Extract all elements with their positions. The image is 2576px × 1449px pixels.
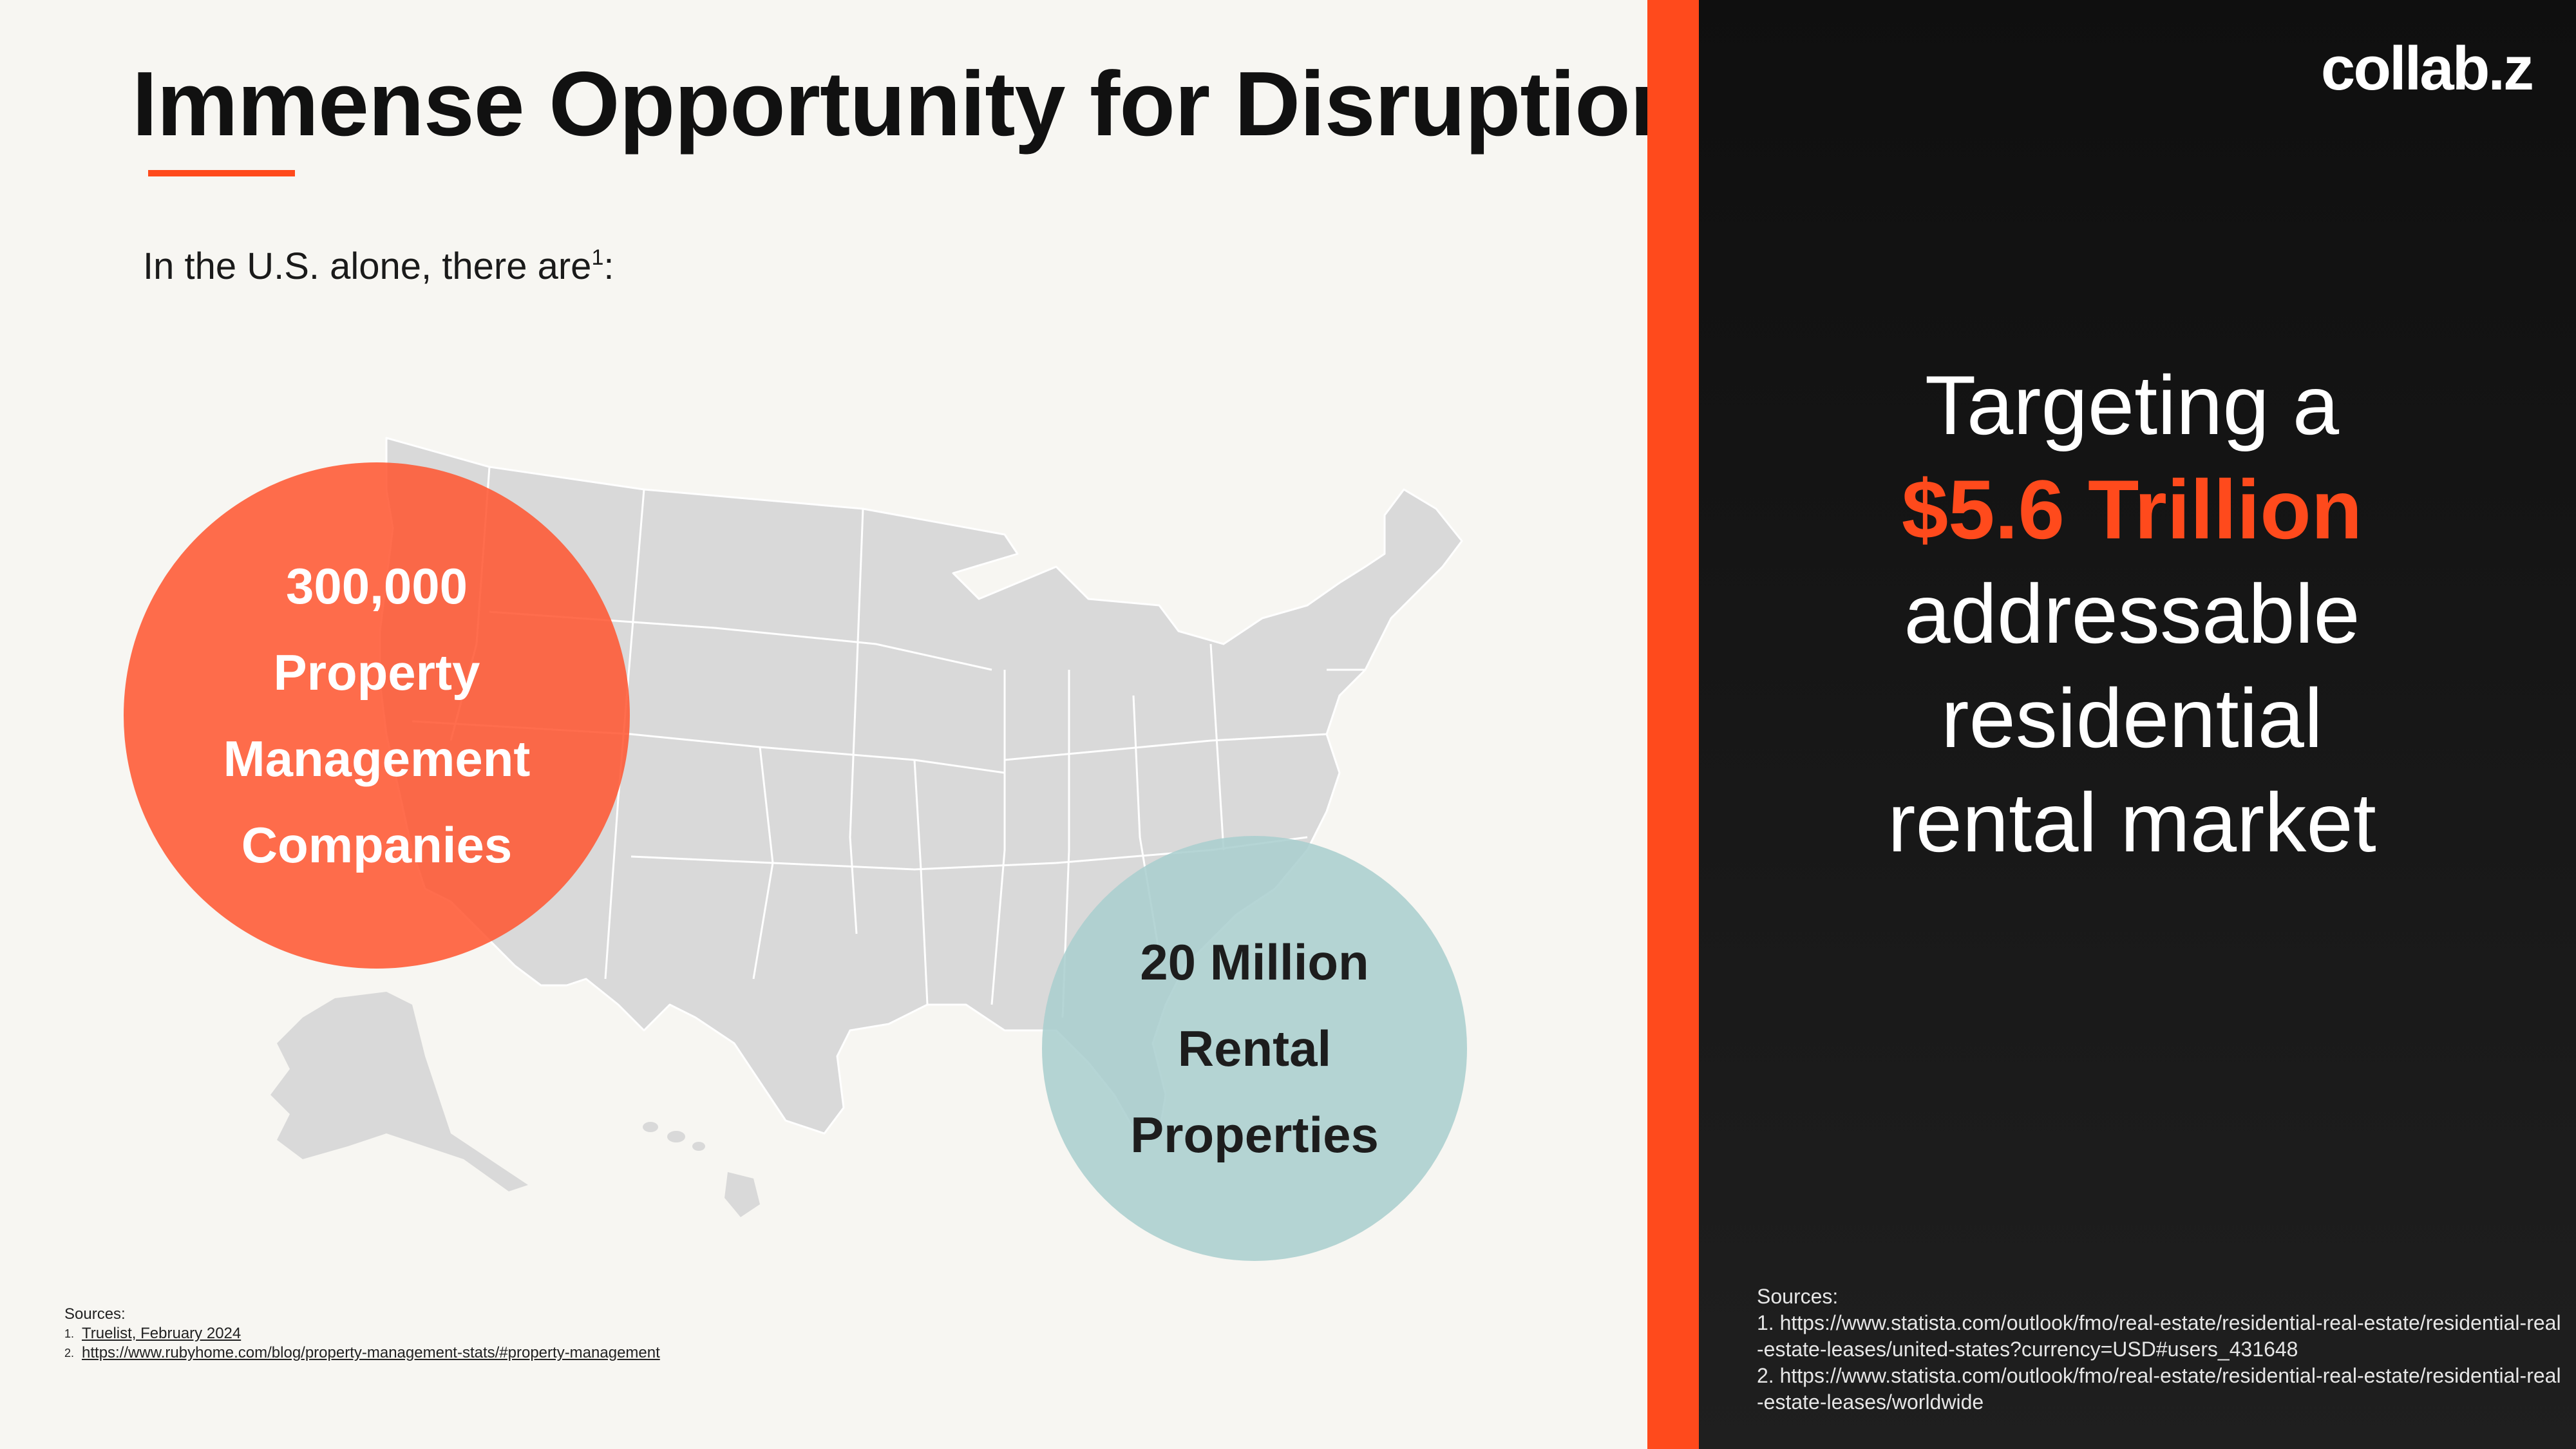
pitch-line: Targeting a <box>1924 358 2340 452</box>
page-title: Immense Opportunity for Disruption <box>132 53 1686 155</box>
pitch-line: rental market <box>1888 775 2376 869</box>
alaska-shape <box>270 992 528 1191</box>
sources-heading: Sources: <box>64 1305 126 1323</box>
intro-text: In the U.S. alone, there are1: <box>143 245 614 288</box>
sources-left: Sources: 1. Truelist, February 2024 2. h… <box>64 1305 660 1363</box>
market-pitch: Targeting a $5.6 Trillion addressable re… <box>1699 353 2565 875</box>
hawaii-shape <box>643 1122 760 1217</box>
stat-label-line: Management <box>223 730 531 787</box>
stat-number: 300,000 <box>286 558 468 614</box>
source-link[interactable]: https://www.rubyhome.com/blog/property-m… <box>82 1344 660 1361</box>
source-link[interactable]: Truelist, February 2024 <box>82 1325 242 1342</box>
property-management-stat-circle: 300,000 Property Management Companies <box>124 462 630 969</box>
stat-label-line: Properties <box>1130 1106 1379 1163</box>
source-number: 2. <box>64 1347 75 1359</box>
source-item: 1. https://www.statista.com/outlook/fmo/… <box>1757 1311 2561 1361</box>
source-item: 2. https://www.statista.com/outlook/fmo/… <box>1757 1364 2561 1414</box>
pitch-line: addressable <box>1904 567 2360 661</box>
pitch-highlight: $5.6 Trillion <box>1901 462 2363 556</box>
intro-suffix: : <box>603 245 614 287</box>
stat-label-line: Property <box>273 644 480 701</box>
stat-number: 20 Million <box>1140 934 1369 990</box>
sources-right: Sources: 1. https://www.statista.com/out… <box>1757 1283 2562 1416</box>
rental-properties-stat-circle: 20 Million Rental Properties <box>1042 836 1467 1261</box>
title-underline <box>148 170 295 176</box>
right-panel: collab.z Targeting a $5.6 Trillion addre… <box>1699 0 2576 1449</box>
source-item: 1. Truelist, February 2024 <box>64 1324 660 1343</box>
source-number: 1. <box>64 1327 75 1340</box>
sources-heading: Sources: <box>1757 1285 1839 1308</box>
intro-label: In the U.S. alone, there are <box>143 245 592 287</box>
brand-logo: collab.z <box>2320 34 2534 103</box>
accent-divider <box>1647 0 1699 1449</box>
stat-label-line: Companies <box>241 817 513 873</box>
stat-label-line: Rental <box>1177 1020 1332 1077</box>
intro-footnote-marker: 1 <box>591 245 604 270</box>
pitch-line: residential <box>1941 671 2323 765</box>
source-item: 2. https://www.rubyhome.com/blog/propert… <box>64 1343 660 1363</box>
